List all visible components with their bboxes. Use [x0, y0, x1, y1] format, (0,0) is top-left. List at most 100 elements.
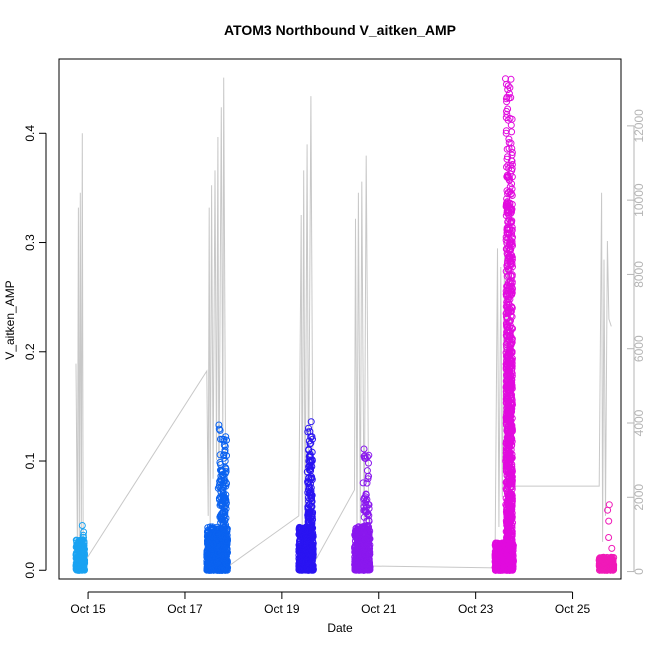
scatter-point	[220, 452, 228, 460]
scatter-point	[217, 461, 224, 468]
scatter-point	[505, 254, 512, 262]
scatter-point	[308, 558, 316, 566]
scatter-point	[309, 562, 317, 570]
scatter-point	[213, 541, 221, 549]
scatter-point	[363, 560, 370, 568]
scatter-point	[491, 553, 499, 561]
scatter-point	[508, 400, 516, 408]
scatter-point	[307, 439, 315, 447]
scatter-point	[600, 558, 608, 566]
scatter-point	[505, 563, 513, 571]
scatter-point	[508, 285, 516, 293]
scatter-point	[204, 564, 212, 572]
scatter-point	[608, 544, 616, 552]
scatter-point	[305, 509, 313, 517]
scatter-point	[351, 553, 359, 561]
scatter-point	[504, 82, 512, 90]
scatter-point	[599, 557, 607, 565]
scatter-point	[507, 417, 515, 425]
scatter-point	[360, 445, 368, 453]
scatter-point	[505, 135, 513, 143]
scatter-point	[217, 536, 225, 544]
scatter-point	[363, 479, 371, 487]
scatter-point	[214, 484, 222, 492]
scatter-point	[503, 107, 510, 115]
scatter-point	[215, 421, 223, 429]
scatter-point	[203, 548, 211, 556]
scatter-point	[506, 382, 513, 390]
scatter-point	[223, 565, 231, 573]
scatter-cluster-2	[203, 421, 232, 574]
scatter-point	[507, 453, 515, 461]
x-tick-label: Oct 19	[264, 602, 300, 616]
scatter-point	[507, 139, 515, 147]
scatter-point	[76, 566, 84, 574]
scatter-point	[506, 161, 514, 169]
y-right-tick-label: 2000	[632, 484, 646, 511]
scatter-point	[203, 560, 211, 568]
scatter-point	[366, 550, 374, 558]
scatter-point	[360, 495, 368, 503]
scatter-point	[505, 266, 513, 274]
scatter-point	[598, 566, 606, 573]
scatter-point	[503, 209, 511, 217]
scatter-point	[219, 484, 227, 492]
scatter-point	[204, 539, 212, 546]
scatter-point	[363, 526, 371, 534]
scatter-point	[306, 466, 313, 474]
scatter-point	[304, 428, 312, 436]
scatter-point	[605, 517, 613, 525]
scatter-point	[607, 554, 615, 562]
scatter-point	[504, 424, 511, 432]
scatter-point	[508, 313, 516, 321]
scatter-point	[220, 520, 228, 528]
scatter-point	[204, 524, 212, 532]
scatter-point	[304, 514, 312, 522]
scatter-point	[502, 127, 510, 135]
scatter-point	[365, 517, 373, 524]
scatter-point	[506, 557, 514, 565]
scatter-point	[505, 436, 513, 444]
scatter-point	[360, 566, 368, 574]
chart-title: ATOM3 Northbound V_aitken_AMP	[224, 22, 456, 38]
right-axis-line-series	[75, 77, 612, 569]
scatter-point	[503, 93, 511, 101]
scatter-point	[303, 553, 311, 561]
scatter-point	[502, 129, 510, 137]
scatter-point	[503, 361, 511, 369]
scatter-point	[502, 319, 510, 327]
scatter-point	[507, 348, 515, 356]
scatter-point	[308, 448, 316, 456]
scatter-point	[508, 335, 516, 343]
scatter-point	[206, 532, 213, 540]
scatter-point	[305, 482, 313, 490]
scatter-point	[508, 559, 516, 567]
y-left-tick-label: 0.3	[23, 234, 37, 251]
y-left-tick-label: 0.1	[23, 452, 37, 469]
scatter-point	[73, 566, 81, 574]
scatter-point	[504, 521, 512, 529]
scatter-point	[503, 110, 511, 118]
scatter-point	[505, 473, 513, 481]
scatter-point	[204, 552, 212, 560]
scatter-point	[507, 528, 515, 536]
scatter-point	[508, 145, 516, 152]
scatter-point	[499, 561, 506, 569]
scatter-point	[308, 522, 315, 530]
scatter-point	[79, 531, 87, 539]
scatter-point	[365, 566, 373, 574]
scatter-point	[365, 536, 373, 544]
scatter-point	[296, 524, 304, 532]
scatter-point	[508, 304, 516, 312]
y-right-tick-label: 10000	[632, 183, 646, 217]
scatter-point	[221, 532, 229, 540]
scatter-point	[305, 463, 313, 471]
scatter-point	[506, 347, 514, 355]
scatter-point	[502, 501, 510, 509]
scatter-point	[507, 407, 514, 415]
x-tick-label: Oct 23	[458, 602, 494, 616]
scatter-point	[223, 534, 231, 542]
scatter-point	[508, 521, 516, 529]
scatter-point	[502, 457, 510, 465]
x-tick-label: Oct 21	[361, 602, 397, 616]
